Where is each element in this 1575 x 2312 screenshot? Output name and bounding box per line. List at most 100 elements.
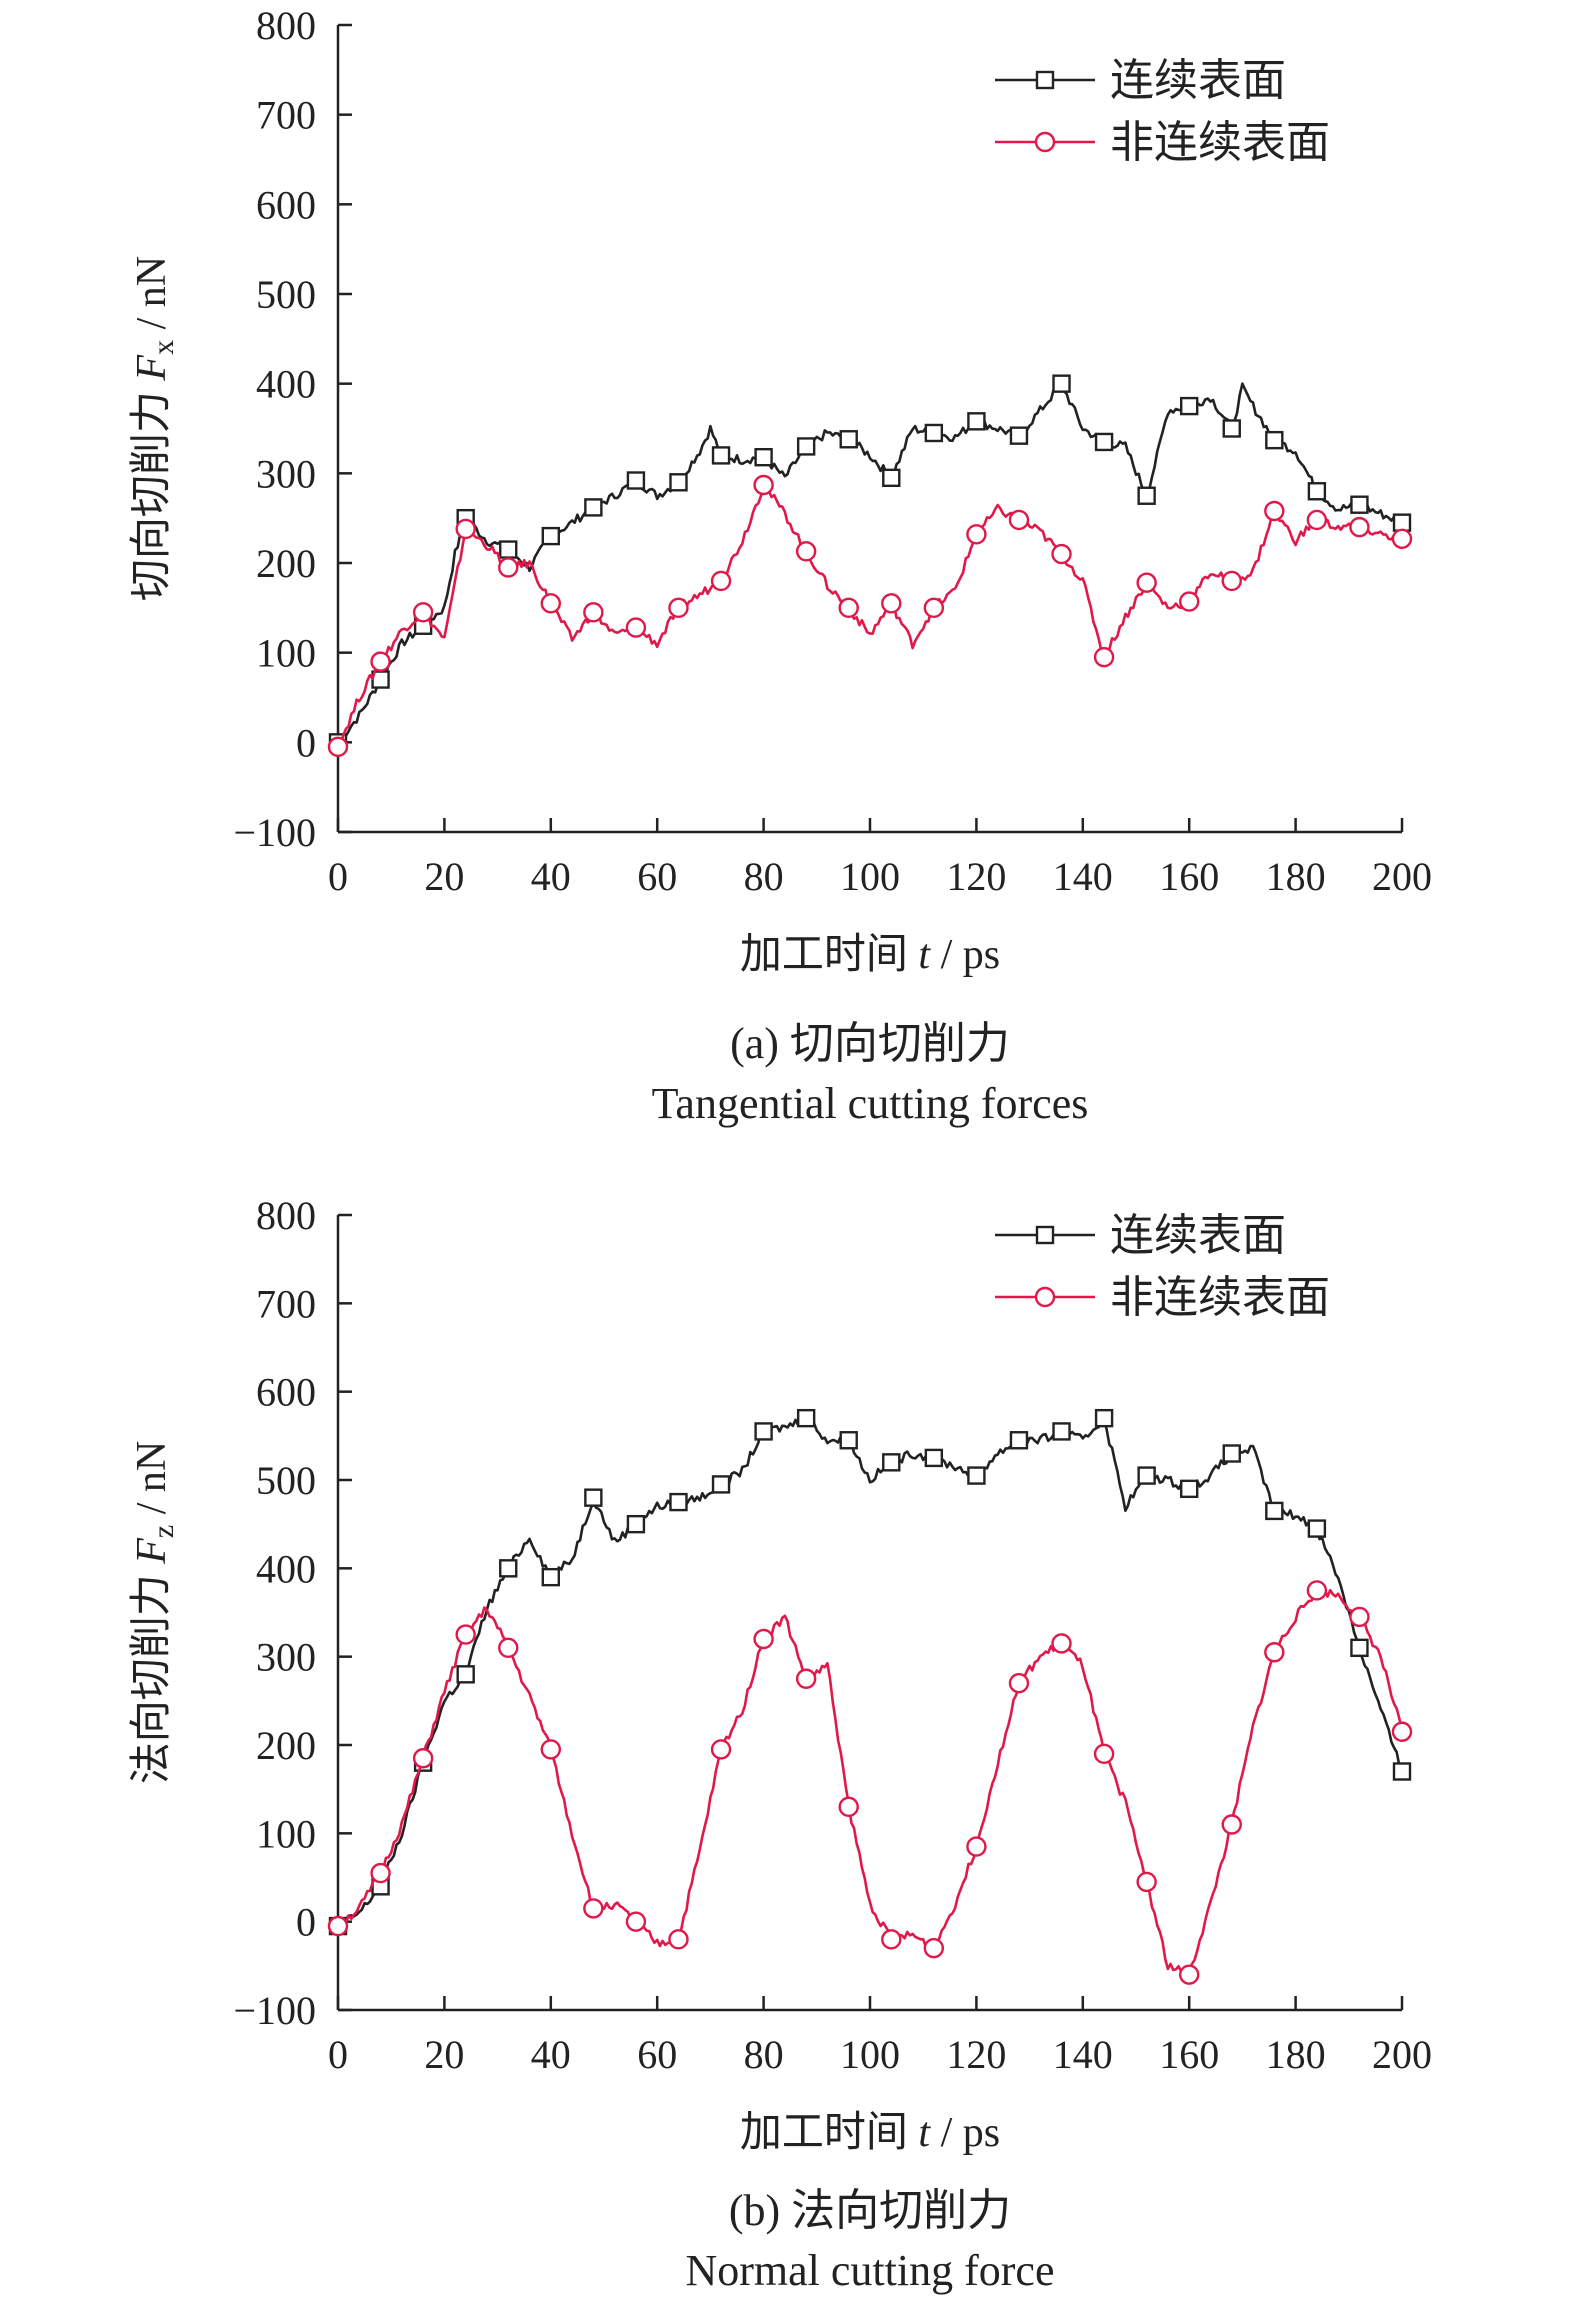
data-point-circle	[710, 570, 732, 592]
data-point-circle	[1093, 1743, 1115, 1765]
y-label-variable: F	[129, 1538, 175, 1565]
x-tick-label: 100	[840, 854, 900, 899]
data-point-circle	[327, 1915, 349, 1937]
data-point-square	[499, 1559, 518, 1578]
data-point-square	[669, 1492, 688, 1512]
data-point-circle	[1349, 516, 1370, 538]
x-tick-label: 40	[531, 2032, 571, 2077]
data-point-circle	[668, 597, 689, 619]
data-point-square	[1222, 419, 1241, 438]
x-tick-label: 80	[744, 2032, 784, 2077]
x-tick-label: 160	[1159, 2032, 1219, 2077]
data-point-square	[541, 526, 560, 546]
y-tick-label: 300	[256, 1635, 316, 1680]
data-point-circle	[1178, 1964, 1200, 1985]
y-tick-label: 600	[256, 1370, 316, 1415]
y-tick-label: 500	[256, 272, 316, 317]
data-point-circle	[710, 1739, 732, 1760]
legend-square-marker	[1035, 1225, 1055, 1245]
y-label-suffix: / nN	[129, 1441, 175, 1525]
data-point-circle	[540, 593, 561, 614]
x-tick-label: 20	[424, 854, 464, 899]
data-point-square	[456, 1665, 475, 1684]
y-label-variable: F	[129, 355, 175, 382]
chart-a-legend: 连续表面 非连续表面	[995, 56, 1330, 167]
data-point-circle	[795, 541, 817, 562]
chart-a-series	[327, 374, 1413, 758]
data-point-circle	[412, 1748, 434, 1769]
data-point-square	[711, 1475, 731, 1494]
data-point-square	[584, 1488, 603, 1507]
y-label-suffix: / nN	[129, 256, 175, 340]
x-tick-label: 60	[637, 2032, 677, 2077]
data-point-circle	[1264, 500, 1285, 522]
data-point-circle	[625, 1911, 647, 1932]
chart-a-x-axis-label: 加工时间 t / ps	[740, 932, 1000, 978]
chart-normal-force: −100 0 100 200 300 400 500 600 700 800 0 20 40 60 80 10…	[129, 1193, 1432, 2295]
data-point-circle	[1221, 570, 1242, 592]
x-tick-label: 140	[1053, 854, 1113, 899]
legend-circle-marker	[1034, 1286, 1056, 1308]
chart-b-caption-english: Normal cutting force	[686, 2246, 1055, 2295]
data-point-square	[626, 1514, 646, 1534]
data-point-circle	[923, 597, 945, 619]
data-point-circle	[625, 617, 647, 638]
data-point-circle	[1264, 1642, 1285, 1663]
data-point-circle	[1136, 1871, 1157, 1893]
x-tick-label: 40	[531, 854, 571, 899]
data-point-square	[1094, 432, 1114, 452]
data-point-square	[1307, 482, 1327, 501]
data-point-circle	[455, 1624, 476, 1645]
data-point-circle	[923, 1937, 945, 1959]
y-tick-label: 0	[296, 1900, 316, 1945]
data-point-square	[796, 437, 816, 456]
y-tick-label: −100	[233, 1988, 316, 2033]
data-point-square	[711, 446, 731, 465]
y-tick-label: 700	[256, 1281, 316, 1326]
x-tick-label: 120	[946, 854, 1006, 899]
data-point-square	[967, 1466, 986, 1485]
data-point-circle	[881, 1929, 902, 1950]
data-point-circle	[1051, 543, 1072, 565]
data-point-square	[1052, 1422, 1071, 1441]
data-point-square	[1052, 374, 1071, 393]
data-point-circle	[1306, 1580, 1328, 1601]
y-tick-label: 0	[296, 720, 316, 765]
chart-tangential-force: −100 0 100 200 300 400 500 600 700 800 0 20 40 60 80 10…	[129, 3, 1432, 1128]
chart-a-y-axis-label: 切向切削力 Fx / nN	[129, 256, 180, 601]
data-point-square	[541, 1567, 560, 1587]
x-tick-label: 180	[1266, 854, 1326, 899]
data-point-square	[1009, 426, 1029, 445]
data-point-circle	[753, 1628, 774, 1650]
chart-a-axes: −100 0 100 200 300 400 500 600 700 800 0 20 40 60 80 10…	[233, 3, 1432, 899]
data-point-circle	[1306, 509, 1328, 531]
y-tick-label: 800	[256, 3, 316, 48]
data-point-circle	[370, 1862, 391, 1884]
legend-circle-marker	[1034, 131, 1056, 153]
chart-b-x-axis-label: 加工时间 t / ps	[740, 2110, 1000, 2156]
x-label-variable: t	[918, 2110, 931, 2156]
data-point-square	[1009, 1431, 1029, 1450]
data-point-circle	[583, 602, 604, 623]
data-point-circle	[1051, 1633, 1072, 1654]
data-point-square	[924, 1448, 944, 1468]
x-tick-label: 200	[1372, 854, 1432, 899]
data-point-circle	[753, 474, 774, 496]
data-point-square	[626, 471, 646, 490]
series-line-discontinuous	[338, 1585, 1404, 1977]
data-point-square	[1265, 430, 1284, 450]
series-line-continuous	[336, 1417, 1404, 1927]
y-tick-label: 200	[256, 541, 316, 586]
chart-b-legend: 连续表面 非连续表面	[995, 1211, 1330, 1322]
x-tick-label: 100	[840, 2032, 900, 2077]
legend-label-discontinuous: 非连续表面	[1110, 118, 1330, 167]
data-point-square	[882, 468, 901, 488]
data-point-square	[669, 473, 688, 492]
data-point-circle	[583, 1898, 604, 1919]
chart-a-caption-english: Tangential cutting forces	[652, 1079, 1089, 1128]
x-tick-label: 0	[328, 2032, 348, 2077]
data-point-circle	[668, 1929, 689, 1950]
data-point-square	[1179, 1479, 1199, 1499]
y-label-subscript: z	[147, 1525, 180, 1538]
